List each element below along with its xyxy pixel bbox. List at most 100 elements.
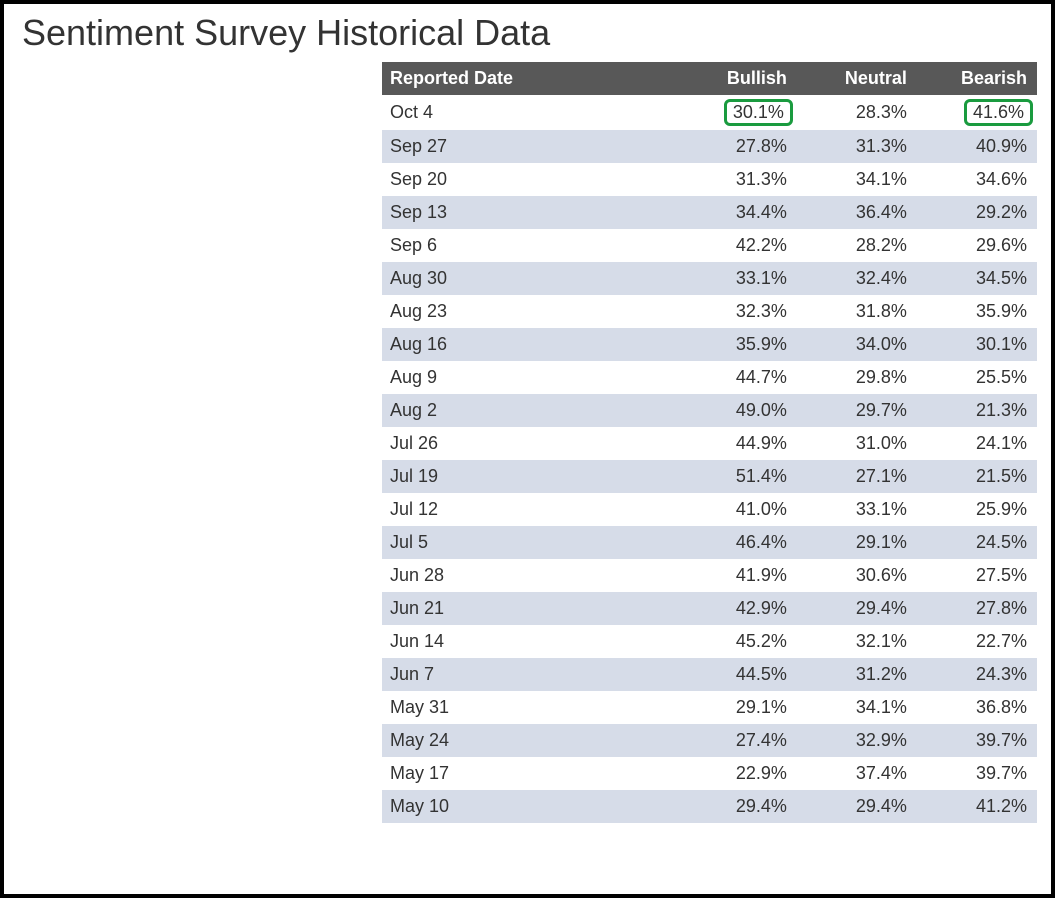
highlight-bearish: 41.6% <box>964 99 1033 126</box>
cell-bullish: 41.9% <box>677 559 797 592</box>
col-header-date: Reported Date <box>382 62 677 95</box>
cell-bullish: 49.0% <box>677 394 797 427</box>
cell-bearish: 41.2% <box>917 790 1037 823</box>
cell-date: Jul 19 <box>382 460 677 493</box>
cell-neutral: 27.1% <box>797 460 917 493</box>
cell-bearish: 34.5% <box>917 262 1037 295</box>
cell-bullish: 33.1% <box>677 262 797 295</box>
cell-neutral: 29.7% <box>797 394 917 427</box>
cell-neutral: 29.4% <box>797 790 917 823</box>
cell-neutral: 29.4% <box>797 592 917 625</box>
table-row: Jun 744.5%31.2%24.3% <box>382 658 1037 691</box>
cell-bearish: 34.6% <box>917 163 1037 196</box>
table-row: Aug 1635.9%34.0%30.1% <box>382 328 1037 361</box>
cell-bearish: 29.2% <box>917 196 1037 229</box>
content-frame: Sentiment Survey Historical Data Reporte… <box>0 0 1055 898</box>
cell-bullish: 27.8% <box>677 130 797 163</box>
cell-neutral: 34.1% <box>797 691 917 724</box>
table-row: Sep 2031.3%34.1%34.6% <box>382 163 1037 196</box>
cell-date: Oct 4 <box>382 95 677 130</box>
cell-neutral: 29.1% <box>797 526 917 559</box>
cell-date: Jun 28 <box>382 559 677 592</box>
cell-neutral: 32.1% <box>797 625 917 658</box>
cell-bearish: 21.5% <box>917 460 1037 493</box>
cell-date: Aug 9 <box>382 361 677 394</box>
highlight-bullish: 30.1% <box>724 99 793 126</box>
cell-bearish: 24.3% <box>917 658 1037 691</box>
table-row: May 3129.1%34.1%36.8% <box>382 691 1037 724</box>
cell-date: Aug 16 <box>382 328 677 361</box>
cell-bearish: 39.7% <box>917 757 1037 790</box>
cell-bullish: 41.0% <box>677 493 797 526</box>
table-row: Aug 2332.3%31.8%35.9% <box>382 295 1037 328</box>
cell-neutral: 33.1% <box>797 493 917 526</box>
table-row: Jun 2142.9%29.4%27.8% <box>382 592 1037 625</box>
cell-bearish: 39.7% <box>917 724 1037 757</box>
cell-date: May 31 <box>382 691 677 724</box>
cell-bearish: 25.5% <box>917 361 1037 394</box>
table-row: Aug 944.7%29.8%25.5% <box>382 361 1037 394</box>
col-header-neutral: Neutral <box>797 62 917 95</box>
cell-bearish: 24.1% <box>917 427 1037 460</box>
cell-date: Sep 13 <box>382 196 677 229</box>
cell-bearish: 40.9% <box>917 130 1037 163</box>
table-header-row: Reported Date Bullish Neutral Bearish <box>382 62 1037 95</box>
table-row: Jul 1241.0%33.1%25.9% <box>382 493 1037 526</box>
col-header-bullish: Bullish <box>677 62 797 95</box>
cell-bearish: 30.1% <box>917 328 1037 361</box>
cell-bearish: 21.3% <box>917 394 1037 427</box>
table-row: Sep 2727.8%31.3%40.9% <box>382 130 1037 163</box>
cell-bullish: 32.3% <box>677 295 797 328</box>
table-row: Aug 249.0%29.7%21.3% <box>382 394 1037 427</box>
cell-neutral: 29.8% <box>797 361 917 394</box>
cell-date: Jun 14 <box>382 625 677 658</box>
table-row: May 1722.9%37.4%39.7% <box>382 757 1037 790</box>
table-row: Aug 3033.1%32.4%34.5% <box>382 262 1037 295</box>
cell-neutral: 30.6% <box>797 559 917 592</box>
cell-date: Jun 7 <box>382 658 677 691</box>
cell-neutral: 28.3% <box>797 95 917 130</box>
cell-neutral: 32.4% <box>797 262 917 295</box>
cell-bullish: 46.4% <box>677 526 797 559</box>
cell-bullish: 29.4% <box>677 790 797 823</box>
cell-neutral: 34.0% <box>797 328 917 361</box>
cell-bullish: 42.2% <box>677 229 797 262</box>
cell-bullish: 30.1% <box>677 95 797 130</box>
col-header-bearish: Bearish <box>917 62 1037 95</box>
table-row: Sep 642.2%28.2%29.6% <box>382 229 1037 262</box>
table-row: Oct 4 30.1%28.3% 41.6% <box>382 95 1037 130</box>
cell-neutral: 32.9% <box>797 724 917 757</box>
cell-date: Aug 30 <box>382 262 677 295</box>
cell-bullish: 44.5% <box>677 658 797 691</box>
cell-neutral: 36.4% <box>797 196 917 229</box>
table-row: May 2427.4%32.9%39.7% <box>382 724 1037 757</box>
table-row: Jul 1951.4%27.1%21.5% <box>382 460 1037 493</box>
cell-date: Jul 26 <box>382 427 677 460</box>
cell-bearish: 36.8% <box>917 691 1037 724</box>
table-row: Jul 2644.9%31.0%24.1% <box>382 427 1037 460</box>
table-row: May 1029.4%29.4%41.2% <box>382 790 1037 823</box>
cell-date: Sep 27 <box>382 130 677 163</box>
cell-bullish: 34.4% <box>677 196 797 229</box>
page-title: Sentiment Survey Historical Data <box>4 4 1051 62</box>
cell-bullish: 31.3% <box>677 163 797 196</box>
cell-bullish: 27.4% <box>677 724 797 757</box>
table-row: Jul 546.4%29.1%24.5% <box>382 526 1037 559</box>
cell-neutral: 31.8% <box>797 295 917 328</box>
table-row: Jun 1445.2%32.1%22.7% <box>382 625 1037 658</box>
cell-neutral: 37.4% <box>797 757 917 790</box>
cell-date: Sep 6 <box>382 229 677 262</box>
cell-bullish: 44.9% <box>677 427 797 460</box>
cell-bullish: 35.9% <box>677 328 797 361</box>
cell-date: Jul 12 <box>382 493 677 526</box>
cell-bullish: 44.7% <box>677 361 797 394</box>
cell-date: Sep 20 <box>382 163 677 196</box>
cell-bearish: 27.8% <box>917 592 1037 625</box>
cell-neutral: 34.1% <box>797 163 917 196</box>
cell-neutral: 31.3% <box>797 130 917 163</box>
cell-neutral: 31.2% <box>797 658 917 691</box>
cell-date: May 10 <box>382 790 677 823</box>
cell-date: Aug 2 <box>382 394 677 427</box>
cell-bullish: 51.4% <box>677 460 797 493</box>
table-row: Jun 2841.9%30.6%27.5% <box>382 559 1037 592</box>
